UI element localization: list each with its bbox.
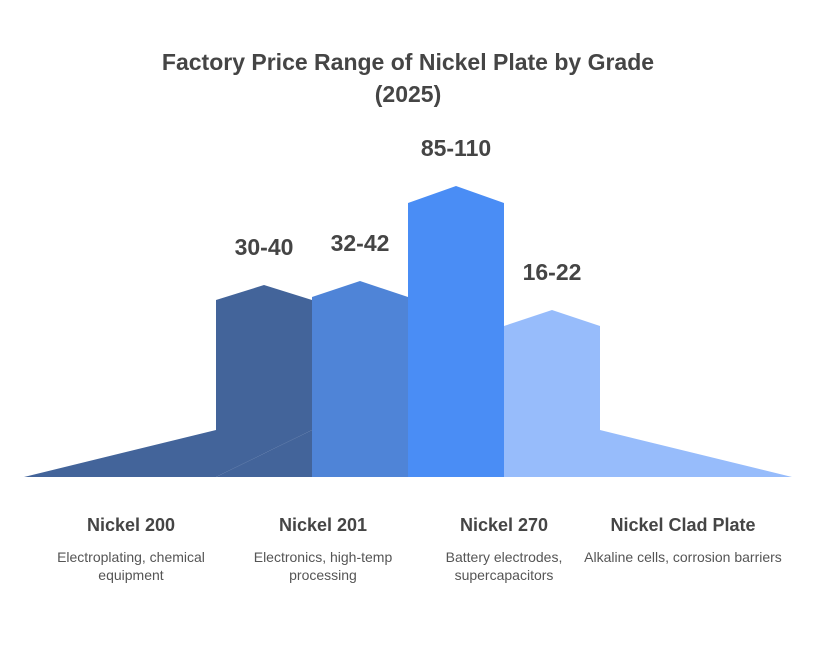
category-description: Alkaline cells, corrosion barriers <box>584 549 782 565</box>
bar-nickel-clad-plate <box>504 310 600 477</box>
category-label: Nickel 270 <box>459 515 549 535</box>
category-nickel-270: Nickel 270 Battery electrodes, supercapa… <box>404 514 604 584</box>
category-description: Electronics, high-temp processing <box>253 549 393 583</box>
category-description: Electroplating, chemical equipment <box>57 549 205 583</box>
range-label: 16-22 <box>523 259 582 285</box>
category-description: Battery electrodes, supercapacitors <box>445 549 563 583</box>
bar-nickel-200 <box>216 285 312 477</box>
range-label: 30-40 <box>235 234 294 260</box>
range-label: 32-42 <box>331 230 390 256</box>
right-tail-shape <box>600 430 792 477</box>
category-nickel-200: Nickel 200 Electroplating, chemical equi… <box>31 514 231 584</box>
category-label: Nickel Clad Plate <box>610 515 756 535</box>
category-nickel-201: Nickel 201 Electronics, high-temp proces… <box>223 514 423 584</box>
range-label: 85-110 <box>421 135 491 161</box>
chart-title: Factory Price Range of Nickel Plate by G… <box>161 49 655 75</box>
left-tail-shape <box>24 430 216 477</box>
category-nickel-clad-plate: Nickel Clad Plate Alkaline cells, corros… <box>583 514 783 566</box>
chart-subtitle: (2025) <box>374 81 442 107</box>
category-label: Nickel 200 <box>86 515 176 535</box>
category-label: Nickel 201 <box>278 515 368 535</box>
